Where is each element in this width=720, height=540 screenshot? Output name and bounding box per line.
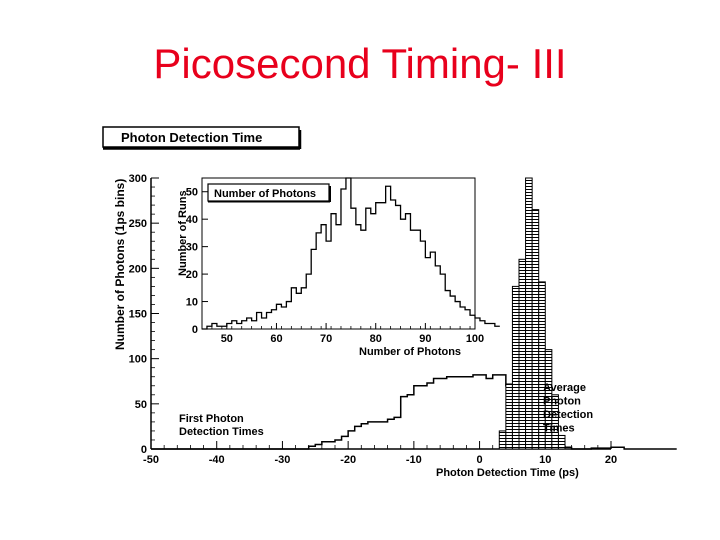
inset-chart-title: Number of Photons	[214, 188, 316, 200]
inset-y-tick-label: 40	[186, 214, 198, 226]
average-photon-annotation-line: Detection	[543, 409, 593, 421]
y-tick-label: 0	[141, 444, 147, 456]
average-photon-bar	[551, 394, 559, 450]
average-photon-annotation-line: Average	[543, 382, 586, 394]
average-photon-bar	[505, 383, 513, 450]
first-photon-annotation-line: First Photon	[179, 413, 244, 425]
inset-x-tick-label: 60	[270, 333, 282, 345]
x-tick-label: -10	[406, 454, 422, 466]
inset-series	[202, 177, 500, 330]
x-tick-label: -50	[143, 454, 159, 466]
x-tick-label: 0	[477, 454, 483, 466]
y-tick-label: 50	[135, 399, 147, 411]
inset-x-tick-label: 50	[221, 333, 233, 345]
average-photon-bar	[557, 434, 566, 450]
y-tick-label: 100	[129, 354, 147, 366]
inset-y-tick-label: 0	[192, 324, 198, 336]
main-chart-title: Photon Detection Time	[121, 130, 262, 145]
y-tick-label: 300	[129, 173, 147, 185]
inset-x-tick-label: 90	[419, 333, 431, 345]
main-x-axis-label: Photon Detection Time (ps)	[436, 467, 579, 479]
x-tick-label: -40	[209, 454, 225, 466]
x-tick-label: 20	[605, 454, 617, 466]
average-photon-annotation-line: Photon	[543, 396, 581, 408]
first-photon-annotation-line: Detection Times	[179, 426, 264, 438]
average-photon-bar	[498, 430, 507, 450]
inset-frame	[201, 177, 476, 330]
average-photon-bar	[531, 209, 540, 450]
y-tick-label: 200	[129, 263, 147, 275]
inset-x-tick-label: 100	[466, 333, 484, 345]
y-tick-label: 150	[129, 309, 147, 321]
x-tick-label: -20	[340, 454, 356, 466]
x-tick-label: -30	[274, 454, 290, 466]
inset-y-axis-label: Number of Runs	[177, 190, 189, 276]
average-photon-annotation-line: Times	[543, 423, 575, 435]
x-tick-label: 10	[539, 454, 551, 466]
inset-x-tick-label: 80	[370, 333, 382, 345]
inset-x-axis-label: Number of Photons	[359, 346, 461, 358]
average-photon-bar	[518, 258, 527, 450]
inset-y-tick-label: 10	[186, 297, 198, 309]
slide-title: Picosecond Timing- III	[153, 40, 567, 87]
average-photon-bar	[525, 177, 533, 450]
y-tick-label: 250	[129, 218, 147, 230]
inset-x-tick-label: 70	[320, 333, 332, 345]
first-photon-histogram	[151, 374, 677, 450]
average-photon-bar	[511, 285, 520, 450]
inset-y-tick-label: 30	[186, 242, 198, 254]
inset-y-tick-label: 50	[186, 187, 198, 199]
inset-histogram	[202, 177, 500, 330]
inset-ticks: 50 60 70 80 90 100 0 10 20 30 40 50	[186, 187, 484, 345]
inset-y-tick-label: 20	[186, 269, 198, 281]
main-y-axis-label: Number of Photons (1ps bins)	[113, 179, 127, 350]
inset-chart: 50 60 70 80 90 100 0 10 20 30 40 50 Number of Photo…	[177, 177, 500, 358]
main-series	[151, 177, 677, 450]
